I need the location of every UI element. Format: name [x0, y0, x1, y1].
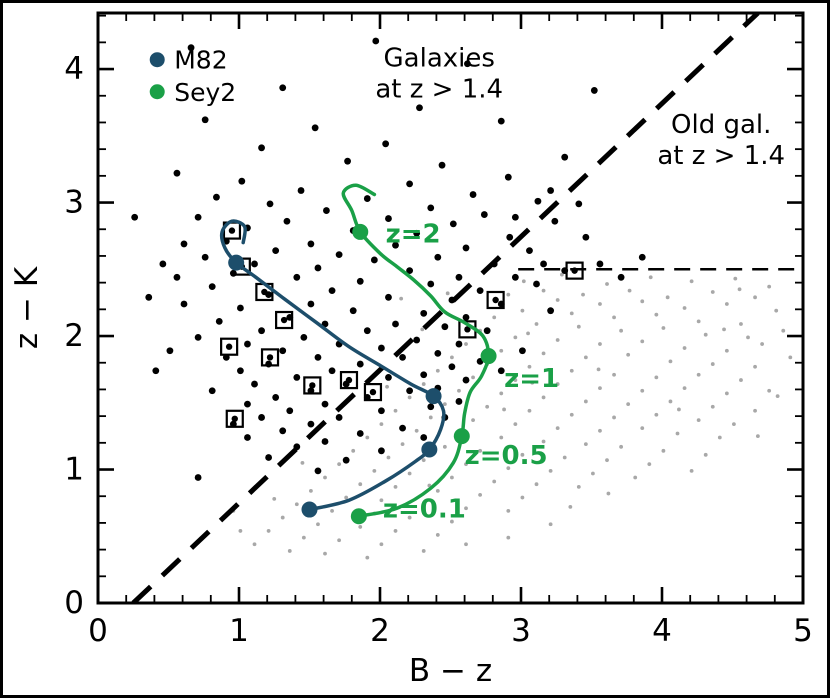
legend-marker-M82 [149, 52, 165, 68]
flag-square-dot [266, 354, 274, 361]
x-tick-label: 1 [229, 613, 249, 649]
x-tick-label: 4 [652, 613, 672, 649]
x-tick-label: 0 [88, 613, 108, 649]
flag-square-marker [363, 382, 383, 402]
flag-square-marker [486, 290, 505, 310]
plot-content [131, 13, 803, 603]
flag-square-dot [261, 288, 268, 296]
track-redshift-marker [301, 501, 318, 518]
flag-square-marker [565, 261, 584, 280]
legend-marker-Sey2 [149, 84, 165, 100]
old-gal-label: Old gal. [671, 110, 771, 140]
flag-square-marker [339, 370, 359, 390]
flag-square-dot [231, 415, 238, 422]
axis-frame: 0 1 2 3 4 5 0 1 2 3 4 B − z z − K [9, 11, 813, 689]
y-axis-title: z − K [9, 266, 45, 349]
galaxies-z-gt-1.4-layer [131, 37, 646, 481]
redshift-label: z=0.5 [465, 441, 548, 471]
y-tick-label: 4 [64, 51, 84, 87]
legend: M82 Sey2 [149, 46, 236, 107]
track-redshift-marker [421, 441, 438, 458]
flag-square-marker [225, 409, 244, 428]
track-M82 [219, 219, 446, 518]
legend-label-M82: M82 [174, 46, 227, 75]
y-tick-label: 2 [64, 318, 84, 354]
flag-square-dot [225, 343, 233, 350]
redshift-label: z=1 [504, 364, 559, 394]
old-gal-label: at z > 1.4 [657, 141, 785, 171]
track-redshift-marker [350, 508, 367, 525]
redshift-label: z=0.1 [383, 495, 466, 525]
old-galaxies-layer [231, 272, 793, 560]
track-redshift-marker [228, 254, 245, 271]
flag-square-dot [492, 296, 499, 304]
redshift-label: z=2 [386, 220, 441, 250]
y-tick-label: 3 [64, 185, 84, 221]
x-tick-label: 3 [511, 613, 531, 649]
x-tick-label: 5 [793, 613, 813, 649]
flag-square-marker [303, 376, 322, 395]
flag-square-dot [280, 316, 288, 324]
y-tick-label: 1 [64, 452, 84, 488]
flag-square-dot [228, 227, 236, 234]
galaxies-label: at z > 1.4 [375, 74, 503, 104]
track-redshift-marker [425, 388, 442, 405]
flag-square-dot [345, 376, 353, 384]
track-Sey2 [341, 183, 497, 525]
track-redshift-marker [352, 223, 369, 240]
y-tick-label: 0 [64, 585, 84, 621]
flag-square-marker [275, 310, 294, 330]
x-tick-label: 2 [370, 613, 390, 649]
x-axis-title: B − z [409, 653, 492, 689]
flag-square-dot [369, 388, 377, 396]
flag-square-dot [309, 382, 316, 389]
flag-square-marker [260, 348, 280, 367]
bzk-diagonal-cut [131, 13, 760, 603]
flag-square-dot [464, 326, 471, 333]
flag-square-marker [220, 337, 239, 356]
track-redshift-marker [453, 428, 470, 445]
galaxies-label: Galaxies [384, 43, 495, 73]
track-redshift-marker [480, 348, 497, 365]
legend-label-Sey2: Sey2 [174, 78, 236, 107]
